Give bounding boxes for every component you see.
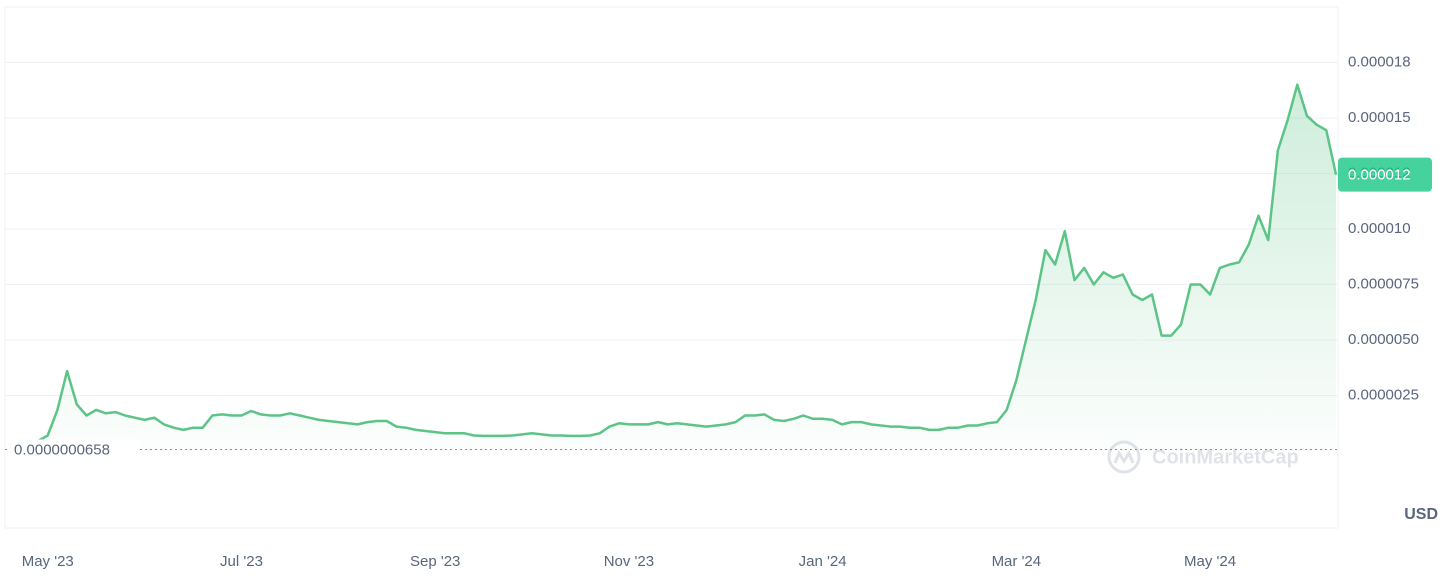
- price-line: [8, 83, 1338, 449]
- area-fill: [9, 84, 1336, 451]
- x-tick-label: Sep '23: [410, 553, 460, 570]
- watermark: CoinMarketCap: [1107, 440, 1299, 474]
- current-price-label: 0.000012: [1348, 167, 1411, 184]
- plot-frame: [4, 6, 1339, 529]
- y-tick-label: 0.0000075: [1348, 275, 1419, 292]
- x-tick-label: Jan '24: [799, 553, 847, 570]
- y-tick-label: 0.0000025: [1348, 386, 1419, 403]
- x-tick-label: Mar '24: [992, 553, 1042, 570]
- x-tick-label: May '24: [1184, 553, 1236, 570]
- y-tick-label: 0.0000050: [1348, 331, 1419, 348]
- current-price-tag: [1338, 157, 1432, 192]
- currency-label: USD: [1404, 506, 1438, 523]
- x-tick-label: Nov '23: [604, 553, 654, 570]
- min-price-bg: [8, 439, 140, 460]
- x-tick-label: Jul '23: [220, 553, 263, 570]
- watermark-text: CoinMarketCap: [1152, 446, 1299, 468]
- y-tick-label: 0.000010: [1348, 220, 1411, 237]
- y-tick-label: 0.000018: [1348, 53, 1411, 70]
- min-price-label: 0.0000000658: [14, 442, 110, 459]
- x-tick-label: May '23: [22, 553, 74, 570]
- y-tick-label: 0.000015: [1348, 109, 1411, 126]
